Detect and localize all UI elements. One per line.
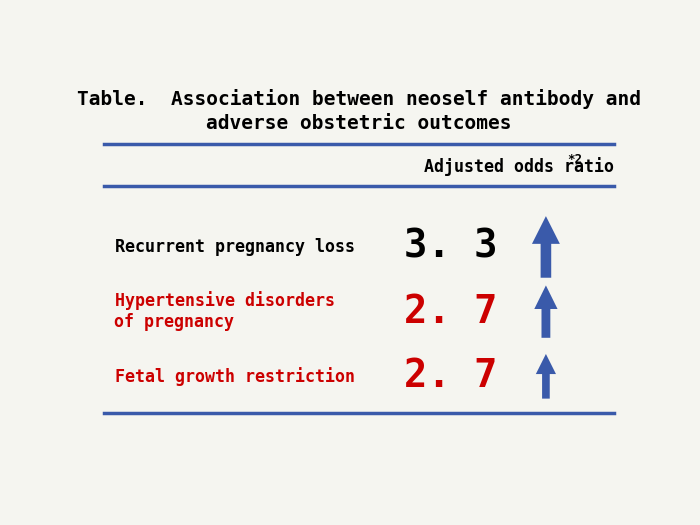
Text: 2. 7: 2. 7 <box>404 358 498 395</box>
Text: *2: *2 <box>568 153 582 166</box>
Text: Table.  Association between neoself antibody and: Table. Association between neoself antib… <box>77 89 640 109</box>
Text: Hypertensive disorders: Hypertensive disorders <box>115 291 335 310</box>
Text: 2. 7: 2. 7 <box>404 292 498 331</box>
Text: Fetal growth restriction: Fetal growth restriction <box>115 367 355 386</box>
Polygon shape <box>534 286 557 338</box>
Polygon shape <box>536 354 556 398</box>
Polygon shape <box>532 216 560 278</box>
Text: Adjusted odds ratio: Adjusted odds ratio <box>424 156 614 175</box>
Text: of pregnancy: of pregnancy <box>114 313 234 331</box>
Text: Recurrent pregnancy loss: Recurrent pregnancy loss <box>115 238 355 256</box>
Text: adverse obstetric outcomes: adverse obstetric outcomes <box>206 113 512 132</box>
Text: 3. 3: 3. 3 <box>404 228 498 266</box>
